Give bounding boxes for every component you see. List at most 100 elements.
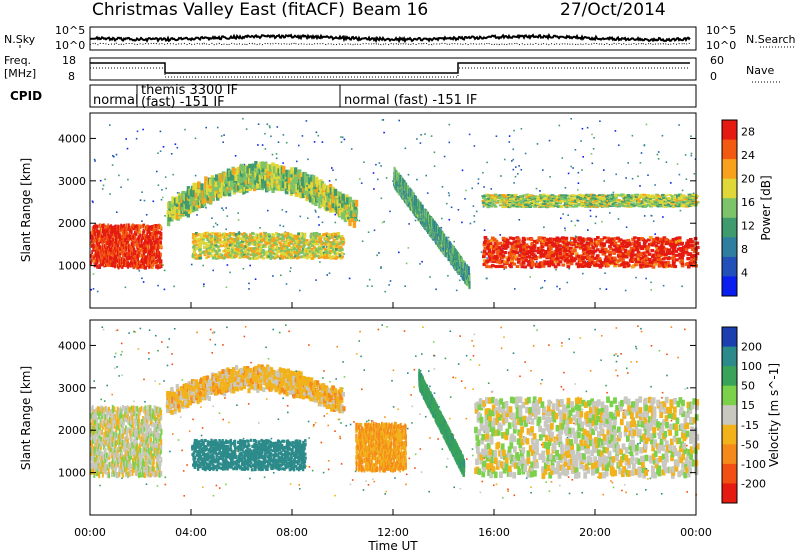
feature-cell — [461, 257, 463, 266]
feature-cell — [310, 232, 314, 236]
scatter-cell — [176, 146, 179, 149]
feature-cell — [90, 254, 93, 258]
scatter-cell — [332, 169, 334, 171]
scatter-cell — [654, 233, 656, 235]
feature-cell — [316, 251, 319, 255]
feature-cell — [296, 245, 300, 249]
feature-cell — [520, 251, 525, 255]
feature-cell — [522, 252, 527, 256]
feature-cell — [525, 196, 529, 198]
scatter-cell — [216, 224, 219, 226]
feature-cell — [405, 182, 408, 191]
feature-cell — [159, 230, 162, 235]
scatter-cell — [520, 168, 523, 171]
feature-cell — [547, 264, 551, 268]
scatter-cell — [483, 229, 486, 231]
feature-cell — [199, 252, 203, 256]
feature-cell — [105, 250, 107, 254]
scatter-cell — [163, 288, 166, 291]
feature-cell — [555, 196, 560, 199]
scatter-cell — [609, 212, 611, 214]
feature-cell — [338, 254, 342, 258]
feature-cell — [522, 198, 527, 200]
feature-cell — [156, 225, 159, 230]
feature-cell — [487, 254, 492, 258]
feature-cell — [536, 239, 541, 243]
feature-cell — [121, 234, 123, 239]
feature-cell — [208, 245, 212, 249]
feature-cell — [199, 242, 203, 245]
feature-cell — [151, 249, 154, 254]
scatter-cell — [654, 184, 656, 186]
feature-cell — [553, 198, 557, 201]
feature-cell — [552, 196, 556, 199]
scatter-cell — [603, 169, 605, 171]
scatter-cell — [285, 141, 288, 144]
feature-cell — [256, 251, 259, 255]
feature-cell — [275, 244, 279, 248]
scatter-cell — [350, 148, 353, 150]
scatter-cell — [101, 188, 104, 190]
feature-cell — [155, 240, 158, 245]
scatter-cell — [229, 271, 231, 274]
scatter-cell — [566, 281, 569, 284]
feature-cell — [345, 197, 350, 205]
feature-cell — [593, 263, 597, 267]
scatter-cell — [92, 273, 95, 275]
feature-cell — [106, 241, 109, 246]
feature-cell — [211, 177, 215, 185]
feature-cell — [263, 243, 266, 247]
feature-cell — [492, 200, 497, 203]
freq-tick-bottom: 8 — [68, 70, 75, 83]
scatter-cell — [536, 143, 539, 145]
feature-cell — [157, 243, 160, 248]
feature-cell — [542, 205, 546, 208]
n-search-label: N.Search — [746, 33, 796, 46]
feature-cell — [695, 252, 700, 256]
feature-cell — [98, 241, 101, 246]
feature-cell — [538, 204, 543, 207]
feature-cell — [632, 246, 637, 250]
feature-cell — [255, 240, 259, 243]
feature-cell — [99, 230, 102, 235]
scatter-cell — [216, 126, 219, 129]
feature-cell — [145, 265, 147, 270]
scatter-cell — [340, 136, 342, 138]
feature-cell — [542, 241, 547, 245]
feature-cell — [194, 253, 197, 256]
scatter-cell — [612, 191, 615, 194]
feature-cell — [293, 236, 296, 240]
feature-cell — [310, 253, 314, 257]
feature-cell — [541, 204, 546, 207]
feature-cell — [297, 237, 301, 240]
feature-cell — [633, 253, 638, 257]
feature-cell — [104, 245, 107, 250]
scatter-cell — [567, 172, 570, 175]
feature-cell — [187, 202, 192, 210]
feature-cell — [524, 201, 528, 204]
feature-cell — [620, 247, 625, 251]
feature-cell — [287, 182, 292, 190]
feature-cell — [286, 242, 290, 246]
feature-cell — [196, 233, 200, 236]
feature-cell — [290, 167, 294, 175]
feature-cell — [595, 254, 600, 258]
feature-cell — [226, 237, 230, 241]
feature-cell — [293, 234, 297, 238]
feature-cell — [564, 236, 569, 240]
feature-cell — [580, 237, 585, 241]
feature-cell — [104, 224, 107, 229]
scatter-cell — [575, 236, 577, 238]
scatter-cell — [334, 221, 337, 224]
feature-cell — [618, 248, 623, 252]
feature-cell — [281, 249, 285, 252]
feature-cell — [593, 237, 598, 241]
feature-cell — [503, 260, 507, 264]
feature-cell — [306, 249, 310, 252]
scatter-cell — [382, 119, 385, 121]
feature-cell — [251, 163, 255, 171]
feature-cell — [122, 254, 125, 259]
feature-cell — [298, 255, 302, 259]
feature-cell — [265, 250, 269, 254]
feature-cell — [117, 265, 120, 270]
